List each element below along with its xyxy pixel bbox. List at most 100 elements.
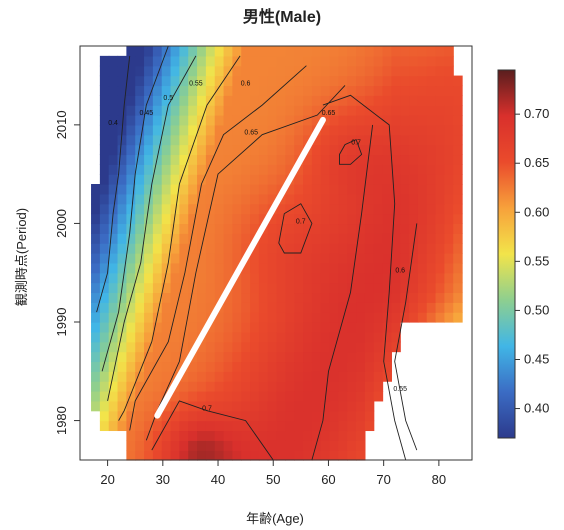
heatmap-cell [179, 440, 189, 451]
heatmap-cell [338, 361, 348, 372]
heatmap-cell [347, 65, 357, 77]
heatmap-cell [417, 46, 428, 57]
heatmap-cell [241, 115, 251, 126]
heatmap-cell [250, 410, 260, 422]
heatmap-cell [144, 154, 154, 165]
heatmap-cell [99, 203, 110, 215]
heatmap-cell [267, 243, 278, 254]
heatmap-cell [161, 331, 172, 343]
heatmap-cell [409, 134, 419, 146]
heatmap-cell [453, 85, 463, 96]
heatmap-cell [117, 243, 127, 254]
heatmap-cell [373, 75, 384, 87]
heatmap-cell [197, 282, 207, 294]
heatmap-cell [320, 213, 331, 225]
heatmap-cell [250, 430, 260, 441]
heatmap-cell [338, 410, 348, 422]
heatmap-cell [276, 331, 286, 343]
heatmap-cell [303, 391, 313, 402]
heatmap-cell [391, 105, 401, 116]
heatmap-cell [214, 193, 225, 205]
contour-label: 0.4 [108, 120, 118, 127]
heatmap-cell [426, 55, 437, 67]
heatmap-cell [453, 262, 463, 274]
heatmap-cell [373, 272, 384, 284]
heatmap-cell [338, 351, 348, 363]
heatmap-cell [409, 154, 419, 165]
heatmap-cell [373, 164, 384, 175]
heatmap-cell [426, 262, 437, 274]
heatmap-cell [144, 233, 154, 244]
heatmap-cell [99, 361, 110, 372]
heatmap-cell [294, 105, 304, 116]
heatmap-cell [276, 272, 286, 284]
heatmap-cell [426, 65, 437, 77]
heatmap-cell [356, 272, 366, 284]
heatmap-cell [135, 184, 145, 195]
heatmap-cell [179, 371, 189, 382]
heatmap-cell [311, 144, 322, 156]
heatmap-cell [258, 410, 269, 422]
heatmap-cell [232, 253, 242, 264]
heatmap-cell [205, 164, 216, 175]
heatmap-cell [197, 262, 207, 274]
heatmap-cell [108, 302, 119, 313]
heatmap-cell [311, 440, 322, 451]
heatmap-cell [258, 292, 269, 303]
heatmap-cell [126, 430, 136, 441]
heatmap-cell [144, 400, 154, 412]
heatmap-cell [241, 55, 251, 67]
heatmap-cell [400, 292, 410, 303]
heatmap-cell [338, 115, 348, 126]
heatmap-cell [108, 134, 119, 146]
heatmap-cell [294, 55, 304, 67]
heatmap-cell [250, 124, 260, 136]
heatmap-cell [135, 95, 145, 106]
heatmap-cell [161, 164, 172, 175]
heatmap-cell [400, 124, 410, 136]
heatmap-cell [117, 312, 127, 323]
heatmap-cell [311, 312, 322, 323]
contour-line [145, 85, 346, 441]
heatmap-cell [391, 115, 401, 126]
heatmap-cell [267, 134, 278, 146]
heatmap-cell [135, 381, 145, 392]
heatmap-cell [223, 46, 233, 57]
heatmap-cell [188, 134, 198, 146]
heatmap-cell [232, 400, 242, 412]
heatmap-cell [117, 361, 127, 372]
heatmap-cell [214, 272, 225, 284]
heatmap-cell [117, 115, 127, 126]
heatmap-cell [223, 154, 233, 165]
heatmap-cell [205, 351, 216, 363]
heatmap-cell [161, 243, 172, 254]
heatmap-cell [267, 46, 278, 57]
heatmap-cell [417, 213, 428, 225]
heatmap-cell [373, 341, 384, 353]
heatmap-cell [214, 292, 225, 303]
heatmap-cell [320, 420, 331, 432]
heatmap-cell [241, 223, 251, 234]
contour-label: 0.7 [296, 218, 306, 225]
heatmap-cell [409, 124, 419, 136]
heatmap-cell [356, 174, 366, 185]
heatmap-cell [329, 193, 339, 205]
heatmap-cell [391, 154, 401, 165]
heatmap-cell [285, 253, 295, 264]
heatmap-cell [152, 272, 163, 284]
heatmap-cell [320, 371, 331, 382]
heatmap-cell [241, 174, 251, 185]
heatmap-cell [382, 223, 392, 234]
heatmap-cell [179, 253, 189, 264]
heatmap-cell [223, 95, 233, 106]
heatmap-cell [426, 46, 437, 57]
heatmap-cell [417, 144, 428, 156]
heatmap-cell [197, 144, 207, 156]
heatmap-cell [285, 184, 295, 195]
heatmap-cell [311, 341, 322, 353]
heatmap-cell [285, 233, 295, 244]
heatmap-cell [170, 193, 180, 205]
heatmap-cell [197, 164, 207, 175]
heatmap-cell [400, 223, 410, 234]
heatmap-cell [356, 302, 366, 313]
